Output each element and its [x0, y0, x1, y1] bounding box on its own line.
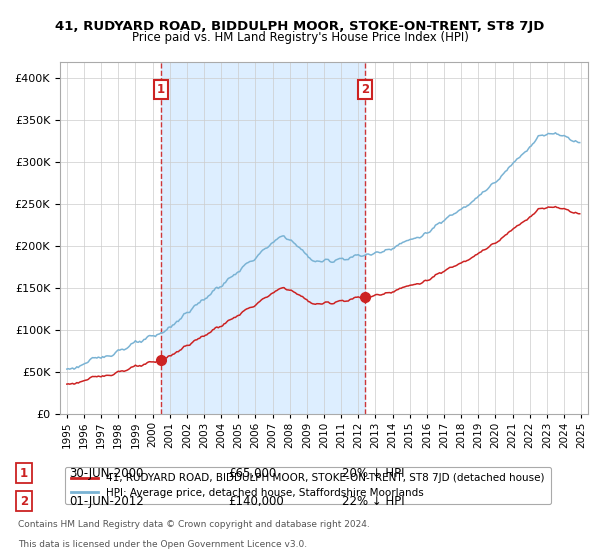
Text: 2: 2 — [361, 83, 370, 96]
Text: 1: 1 — [157, 83, 165, 96]
Text: 01-JUN-2012: 01-JUN-2012 — [69, 494, 144, 508]
Text: 20% ↓ HPI: 20% ↓ HPI — [342, 466, 404, 480]
Text: Price paid vs. HM Land Registry's House Price Index (HPI): Price paid vs. HM Land Registry's House … — [131, 31, 469, 44]
Text: £140,000: £140,000 — [228, 494, 284, 508]
Legend: 41, RUDYARD ROAD, BIDDULPH MOOR, STOKE-ON-TRENT, ST8 7JD (detached house), HPI: : 41, RUDYARD ROAD, BIDDULPH MOOR, STOKE-O… — [65, 467, 551, 504]
Text: 1: 1 — [20, 466, 28, 480]
Text: This data is licensed under the Open Government Licence v3.0.: This data is licensed under the Open Gov… — [18, 540, 307, 549]
Bar — [161, 62, 365, 414]
Text: 2: 2 — [20, 494, 28, 508]
Text: 41, RUDYARD ROAD, BIDDULPH MOOR, STOKE-ON-TRENT, ST8 7JD: 41, RUDYARD ROAD, BIDDULPH MOOR, STOKE-O… — [55, 20, 545, 32]
Text: 30-JUN-2000: 30-JUN-2000 — [69, 466, 143, 480]
Text: Contains HM Land Registry data © Crown copyright and database right 2024.: Contains HM Land Registry data © Crown c… — [18, 520, 370, 529]
Text: 22% ↓ HPI: 22% ↓ HPI — [342, 494, 404, 508]
Text: £65,000: £65,000 — [228, 466, 276, 480]
